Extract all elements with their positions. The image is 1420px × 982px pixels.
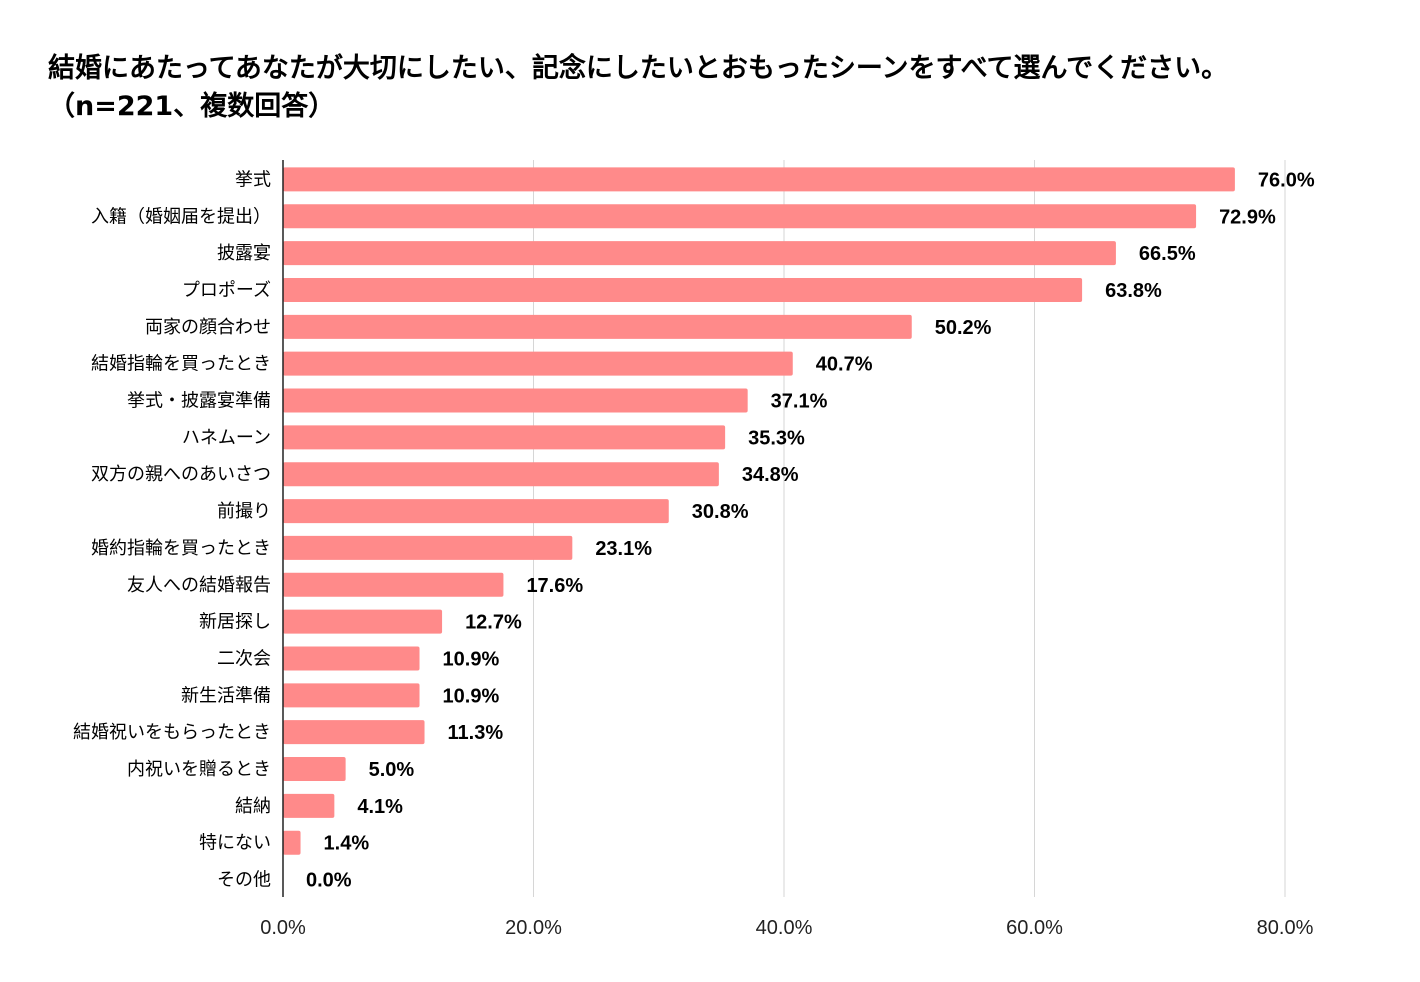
- category-label-8: 双方の親へのあいさつ: [91, 464, 271, 485]
- bar-1: [283, 204, 1197, 229]
- bar-5: [283, 351, 793, 376]
- x-tick-label-4: 80.0%: [1257, 917, 1314, 939]
- bar-3: [283, 277, 1083, 302]
- category-label-0: 挙式: [235, 169, 271, 190]
- value-label-5: 40.7%: [816, 354, 873, 376]
- bar-15: [283, 720, 425, 745]
- value-label-0: 76.0%: [1258, 169, 1315, 191]
- value-label-12: 12.7%: [465, 612, 522, 634]
- value-label-10: 23.1%: [595, 538, 652, 560]
- bar-17: [283, 793, 335, 818]
- value-label-14: 10.9%: [443, 685, 500, 707]
- chart-title-line2: （n=221、複数回答）: [48, 91, 336, 122]
- bar-12: [283, 609, 443, 634]
- value-label-11: 17.6%: [526, 575, 583, 597]
- category-label-5: 結婚指輪を買ったとき: [91, 354, 271, 375]
- category-label-4: 両家の顔合わせ: [145, 317, 271, 338]
- value-label-8: 34.8%: [742, 464, 799, 486]
- category-label-13: 二次会: [217, 648, 271, 669]
- value-label-2: 66.5%: [1139, 243, 1196, 265]
- bar-4: [283, 314, 912, 339]
- category-label-17: 結納: [235, 796, 271, 817]
- bar-7: [283, 425, 726, 450]
- value-label-4: 50.2%: [935, 317, 992, 339]
- category-label-10: 婚約指輪を買ったとき: [91, 538, 271, 559]
- chart-title-line1: 結婚にあたってあなたが大切にしたい、記念にしたいとおもったシーンをすべて選んでく…: [48, 53, 1229, 84]
- value-label-19: 0.0%: [306, 870, 352, 892]
- bar-0: [283, 167, 1235, 192]
- value-label-13: 10.9%: [443, 648, 500, 670]
- category-label-16: 内祝いを贈るとき: [127, 759, 271, 780]
- value-label-6: 37.1%: [771, 391, 828, 413]
- value-label-9: 30.8%: [692, 501, 749, 523]
- value-label-15: 11.3%: [448, 722, 504, 744]
- category-label-1: 入籍（婚姻届を提出）: [91, 206, 271, 227]
- value-label-18: 1.4%: [324, 833, 370, 855]
- bar-14: [283, 683, 420, 708]
- bar-13: [283, 646, 420, 671]
- value-label-1: 72.9%: [1219, 206, 1276, 228]
- chart-title: 結婚にあたってあなたが大切にしたい、記念にしたいとおもったシーンをすべて選んでく…: [48, 50, 1228, 126]
- x-tick-label-0: 0.0%: [260, 917, 306, 939]
- bar-11: [283, 572, 504, 597]
- bar-16: [283, 757, 346, 782]
- category-label-6: 挙式・披露宴準備: [127, 390, 271, 412]
- bar-9: [283, 499, 669, 524]
- category-label-3: プロポーズ: [182, 280, 271, 301]
- value-label-17: 4.1%: [357, 796, 403, 818]
- category-label-9: 前撮り: [217, 501, 271, 522]
- bar-6: [283, 388, 748, 413]
- category-label-14: 新生活準備: [181, 685, 271, 706]
- bar-2: [283, 241, 1116, 266]
- x-tick-label-2: 40.0%: [756, 917, 813, 939]
- bar-18: [283, 830, 301, 855]
- value-label-3: 63.8%: [1105, 280, 1162, 302]
- x-tick-label-3: 60.0%: [1006, 917, 1063, 939]
- bar-10: [283, 535, 573, 560]
- category-label-2: 披露宴: [217, 242, 271, 264]
- category-label-12: 新居探し: [199, 612, 271, 633]
- category-label-15: 結婚祝いをもらったとき: [73, 722, 271, 743]
- value-label-16: 5.0%: [369, 759, 415, 781]
- category-label-11: 友人への結婚報告: [127, 575, 271, 596]
- x-tick-label-1: 20.0%: [505, 917, 562, 939]
- category-label-7: ハネムーン: [182, 427, 271, 448]
- bar-8: [283, 462, 719, 487]
- value-label-7: 35.3%: [748, 427, 805, 449]
- category-label-19: その他: [217, 870, 271, 891]
- category-label-18: 特にない: [199, 833, 271, 854]
